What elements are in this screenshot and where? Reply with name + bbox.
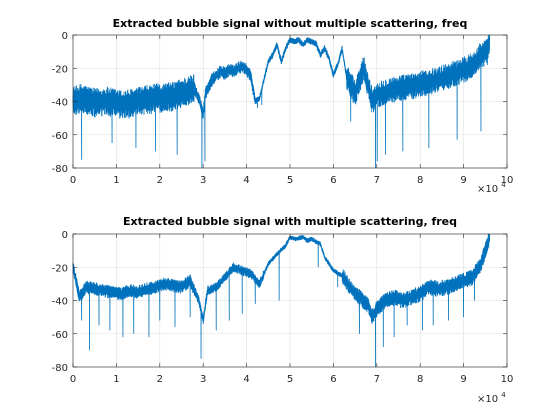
y-tick-label: -80 bbox=[52, 164, 68, 175]
signal-line bbox=[72, 34, 491, 169]
x-tick-label: 4 bbox=[243, 175, 249, 186]
x-tick-label: 4 bbox=[243, 374, 249, 385]
x-tick-label: 8 bbox=[417, 175, 423, 186]
y-tick-label: -40 bbox=[52, 297, 68, 308]
x-tick-label: 10 bbox=[501, 175, 514, 186]
plot-area bbox=[72, 34, 491, 169]
tick-marks bbox=[72, 34, 508, 169]
x-tick-label: 8 bbox=[417, 374, 423, 385]
signal-line bbox=[72, 233, 491, 368]
x-exponent-label: ×10 4 bbox=[477, 391, 506, 405]
x-exponent-base: ×10 bbox=[477, 184, 498, 195]
tick-marks bbox=[72, 233, 508, 368]
x-tick-label: 3 bbox=[200, 175, 206, 186]
x-exponent-label: ×10 4 bbox=[477, 181, 506, 195]
y-tick-label: 0 bbox=[62, 230, 68, 241]
x-tick-label: 5 bbox=[287, 374, 293, 385]
x-tick-label: 9 bbox=[460, 175, 466, 186]
x-tick-label: 7 bbox=[374, 175, 380, 186]
x-tick-label: 6 bbox=[330, 175, 336, 186]
chart-title: Extracted bubble signal without multiple… bbox=[113, 17, 468, 30]
x-tick-label: 2 bbox=[157, 175, 163, 186]
x-tick-label: 9 bbox=[460, 374, 466, 385]
x-exponent-power: 4 bbox=[501, 181, 506, 189]
y-tick-label: -20 bbox=[52, 263, 68, 274]
subplot-top: 0 1 2 3 4 5 6 7 8 9 10 0 -20 -40 -60 -80 Extracted bub… bbox=[52, 17, 514, 195]
x-tick-label: 7 bbox=[374, 374, 380, 385]
y-tick-labels: 0 -20 -40 -60 -80 bbox=[52, 31, 68, 175]
x-tick-label: 2 bbox=[157, 374, 163, 385]
y-tick-labels: 0 -20 -40 -60 -80 bbox=[52, 230, 68, 374]
x-tick-label: 3 bbox=[200, 374, 206, 385]
x-exponent-power: 4 bbox=[501, 391, 506, 399]
x-tick-label: 6 bbox=[330, 374, 336, 385]
y-tick-label: -60 bbox=[52, 330, 68, 341]
x-exponent-base: ×10 bbox=[477, 394, 498, 405]
x-tick-label: 10 bbox=[501, 374, 514, 385]
x-tick-label: 1 bbox=[113, 175, 119, 186]
x-tick-label: 0 bbox=[70, 374, 76, 385]
y-tick-label: -20 bbox=[52, 64, 68, 75]
y-tick-label: -40 bbox=[52, 98, 68, 109]
x-tick-labels: 0 1 2 3 4 5 6 7 8 9 10 bbox=[70, 374, 514, 385]
x-tick-labels: 0 1 2 3 4 5 6 7 8 9 10 bbox=[70, 175, 514, 186]
plot-area bbox=[72, 233, 491, 368]
chart-title: Extracted bubble signal with multiple sc… bbox=[123, 215, 457, 228]
y-tick-label: -60 bbox=[52, 131, 68, 142]
x-tick-label: 5 bbox=[287, 175, 293, 186]
y-tick-label: -80 bbox=[52, 363, 68, 374]
x-tick-label: 1 bbox=[113, 374, 119, 385]
y-tick-label: 0 bbox=[62, 31, 68, 42]
x-tick-label: 0 bbox=[70, 175, 76, 186]
subplot-bottom: 0 1 2 3 4 5 6 7 8 9 10 0 -20 -40 -60 -80 Extracted bub… bbox=[52, 215, 514, 405]
